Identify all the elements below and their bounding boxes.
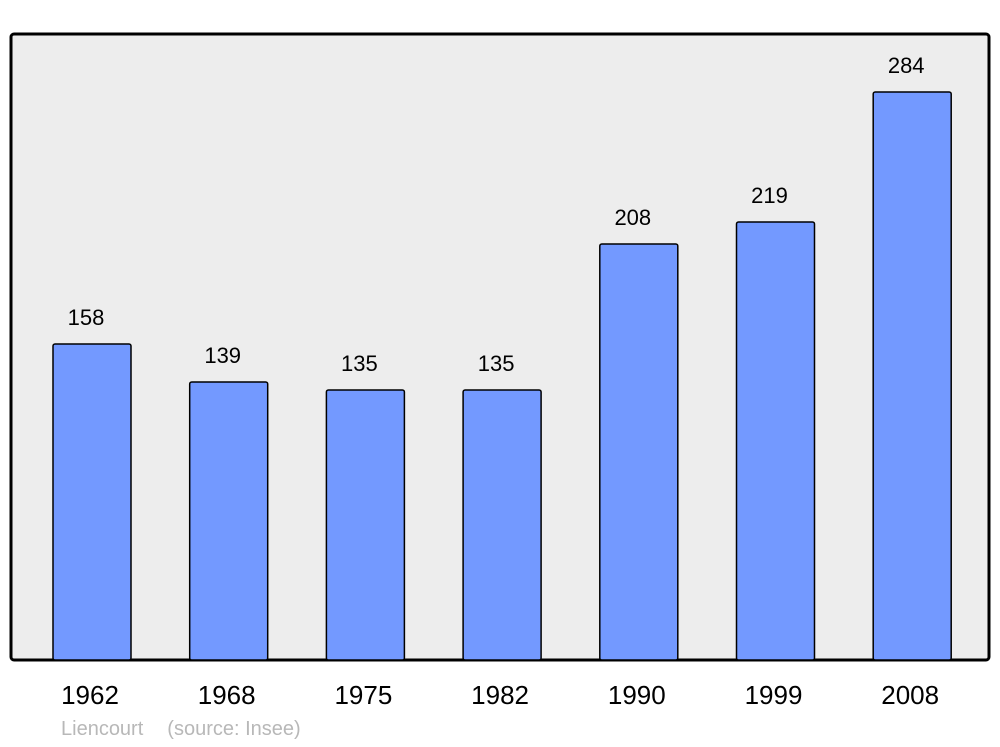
bar-1999 [735,221,816,661]
x-tick-label-1999: 1999 [745,680,803,710]
data-label-1962: 158 [68,305,105,330]
x-tick-label-1962: 1962 [61,680,119,710]
bar-1962 [52,343,132,661]
bar-1968 [188,381,269,661]
data-label-1982: 135 [478,351,515,376]
x-tick-label-1968: 1968 [198,680,256,710]
bar-1975 [325,389,406,661]
data-label-2008: 284 [888,53,925,78]
chart-footer: Liencourt (source: Insee) [61,718,301,741]
footer-place: Liencourt [61,718,144,740]
data-label-1975: 135 [341,351,378,376]
data-label-1968: 139 [204,343,241,368]
x-tick-label-1982: 1982 [471,680,529,710]
bar-1990 [599,243,679,661]
x-tick-label-2008: 2008 [881,680,939,710]
x-tick-label-1990: 1990 [608,680,666,710]
bar-1982 [462,389,542,661]
bar-2008 [872,91,952,661]
data-label-1999: 219 [751,183,788,208]
data-label-1990: 208 [614,205,651,230]
x-tick-label-1975: 1975 [334,680,392,710]
footer-source: (source: Insee) [167,718,301,740]
